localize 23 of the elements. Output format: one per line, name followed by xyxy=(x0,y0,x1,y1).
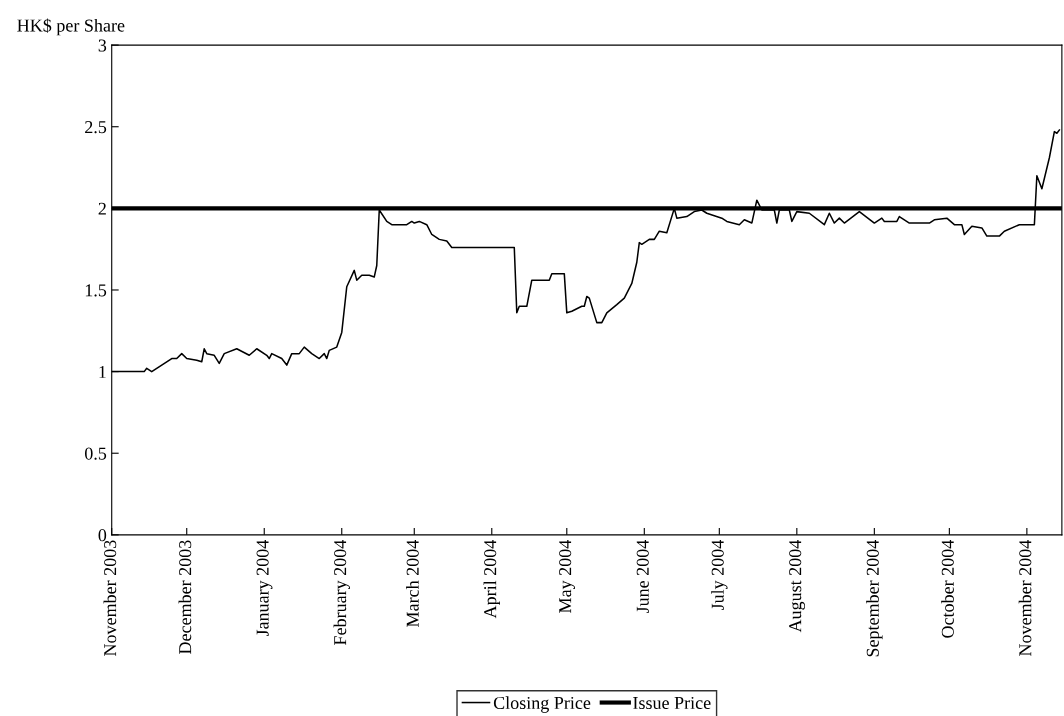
x-tick-label: December 2003 xyxy=(178,540,192,654)
y-tick-label: 3 xyxy=(98,39,107,52)
legend-label: Issue Price xyxy=(633,696,711,710)
x-tick-label: October 2004 xyxy=(941,540,954,638)
y-tick-label: 2.5 xyxy=(85,121,107,134)
y-tick-label: 0 xyxy=(98,529,107,542)
x-tick-label: February 2004 xyxy=(333,539,350,645)
x-tick-label: September 2004 xyxy=(866,540,883,657)
x-tick-label: April 2004 xyxy=(483,539,500,619)
y-tick-label: 1.5 xyxy=(85,284,107,297)
x-tick-label: March 2004 xyxy=(406,540,419,627)
y-axis-title: HK$ per Share xyxy=(17,18,125,36)
x-tick-label: July 2004 xyxy=(711,540,728,611)
legend-label: Closing Price xyxy=(493,696,591,713)
y-tick-label: 0.5 xyxy=(84,447,107,460)
x-tick-label: November 2004 xyxy=(1018,540,1032,657)
y-tick-label: 2 xyxy=(98,202,106,215)
x-tick-label: August 2004 xyxy=(789,540,806,633)
x-tick-label: May 2004 xyxy=(559,540,575,613)
x-tick-label: November 2003 xyxy=(103,540,117,657)
y-tick-label: 1 xyxy=(99,365,106,378)
x-tick-label: January 2004 xyxy=(256,540,273,637)
x-tick-label: June 2004 xyxy=(636,540,649,614)
